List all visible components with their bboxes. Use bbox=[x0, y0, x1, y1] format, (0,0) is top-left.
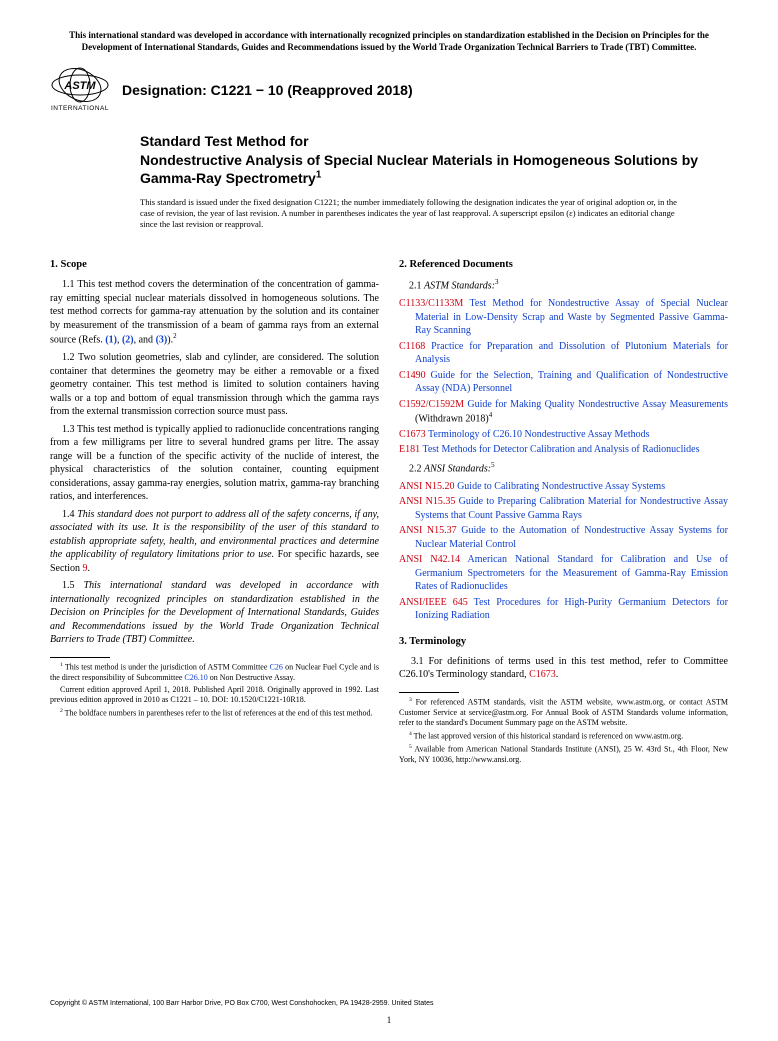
footnote-rule-left bbox=[50, 657, 110, 658]
footnote: 3 For referenced ASTM standards, visit t… bbox=[399, 697, 728, 729]
right-column: 2. Referenced Documents 2.1 ASTM Standar… bbox=[399, 252, 728, 767]
astm-logo: ASTM INTERNATIONAL bbox=[50, 67, 110, 112]
term-3.1: 3.1 For definitions of terms used in thi… bbox=[399, 655, 728, 682]
reference-line[interactable]: C1673 Terminology of C26.10 Nondestructi… bbox=[399, 428, 728, 442]
header-note: This international standard was develope… bbox=[50, 30, 728, 53]
designation-text: Designation: C1221 − 10 (Reapproved 2018… bbox=[122, 82, 413, 98]
reference-line[interactable]: C1592/C1592M Guide for Making Quality No… bbox=[399, 398, 728, 426]
scope-heading: 1. Scope bbox=[50, 258, 379, 272]
reference-line[interactable]: C1133/C1133M Test Method for Nondestruct… bbox=[399, 297, 728, 338]
title-sup: 1 bbox=[316, 169, 321, 180]
ref-heading: 2. Referenced Documents bbox=[399, 258, 728, 272]
astm-list: C1133/C1133M Test Method for Nondestruct… bbox=[399, 297, 728, 457]
scope-1.4: 1.4 This standard does not purport to ad… bbox=[50, 508, 379, 576]
footnote: 1 This test method is under the jurisdic… bbox=[50, 662, 379, 683]
footnotes-left: 1 This test method is under the jurisdic… bbox=[50, 662, 379, 719]
designation-row: ASTM INTERNATIONAL Designation: C1221 − … bbox=[50, 67, 728, 112]
logo-label: INTERNATIONAL bbox=[50, 105, 110, 112]
reference-line[interactable]: E181 Test Methods for Detector Calibrati… bbox=[399, 443, 728, 457]
ansi-list: ANSI N15.20 Guide to Calibrating Nondest… bbox=[399, 480, 728, 623]
footnote: 5 Available from American National Stand… bbox=[399, 744, 728, 765]
term-heading: 3. Terminology bbox=[399, 635, 728, 649]
page: This international standard was develope… bbox=[0, 0, 778, 1041]
astm-sub: 2.1 ASTM Standards:3 bbox=[409, 278, 728, 293]
footnotes-right: 3 For referenced ASTM standards, visit t… bbox=[399, 697, 728, 765]
scope-1.1: 1.1 This test method covers the determin… bbox=[50, 278, 379, 347]
reference-line[interactable]: C1168 Practice for Preparation and Disso… bbox=[399, 340, 728, 367]
title-main: Nondestructive Analysis of Special Nucle… bbox=[140, 151, 728, 187]
reference-line[interactable]: ANSI/IEEE 645 Test Procedures for High-P… bbox=[399, 596, 728, 623]
copyright: Copyright © ASTM International, 100 Barr… bbox=[50, 1000, 434, 1007]
issuance-note: This standard is issued under the fixed … bbox=[140, 197, 688, 230]
svg-text:ASTM: ASTM bbox=[63, 80, 96, 92]
footnote: 2 The boldface numbers in parentheses re… bbox=[50, 708, 379, 719]
reference-line[interactable]: C1490 Guide for the Selection, Training … bbox=[399, 369, 728, 396]
footnote: Current edition approved April 1, 2018. … bbox=[50, 685, 379, 706]
scope-1.2: 1.2 Two solution geometries, slab and cy… bbox=[50, 351, 379, 419]
scope-1.5: 1.5 This international standard was deve… bbox=[50, 579, 379, 647]
left-column: 1. Scope 1.1 This test method covers the… bbox=[50, 252, 379, 767]
ansi-sub: 2.2 ANSI Standards:5 bbox=[409, 461, 728, 476]
reference-line[interactable]: ANSI N15.35 Guide to Preparing Calibrati… bbox=[399, 495, 728, 522]
reference-line[interactable]: ANSI N15.20 Guide to Calibrating Nondest… bbox=[399, 480, 728, 494]
title-main-text: Nondestructive Analysis of Special Nucle… bbox=[140, 152, 698, 186]
footnote-rule-right bbox=[399, 692, 459, 693]
scope-1.3: 1.3 This test method is typically applie… bbox=[50, 423, 379, 504]
reference-line[interactable]: ANSI N42.14 American National Standard f… bbox=[399, 553, 728, 594]
title-block: Standard Test Method for Nondestructive … bbox=[140, 132, 728, 187]
footnote: 4 The last approved version of this hist… bbox=[399, 731, 728, 742]
reference-line[interactable]: ANSI N15.37 Guide to the Automation of N… bbox=[399, 524, 728, 551]
body-columns: 1. Scope 1.1 This test method covers the… bbox=[50, 252, 728, 767]
title-prefix: Standard Test Method for bbox=[140, 132, 728, 150]
page-number: 1 bbox=[0, 1015, 778, 1025]
